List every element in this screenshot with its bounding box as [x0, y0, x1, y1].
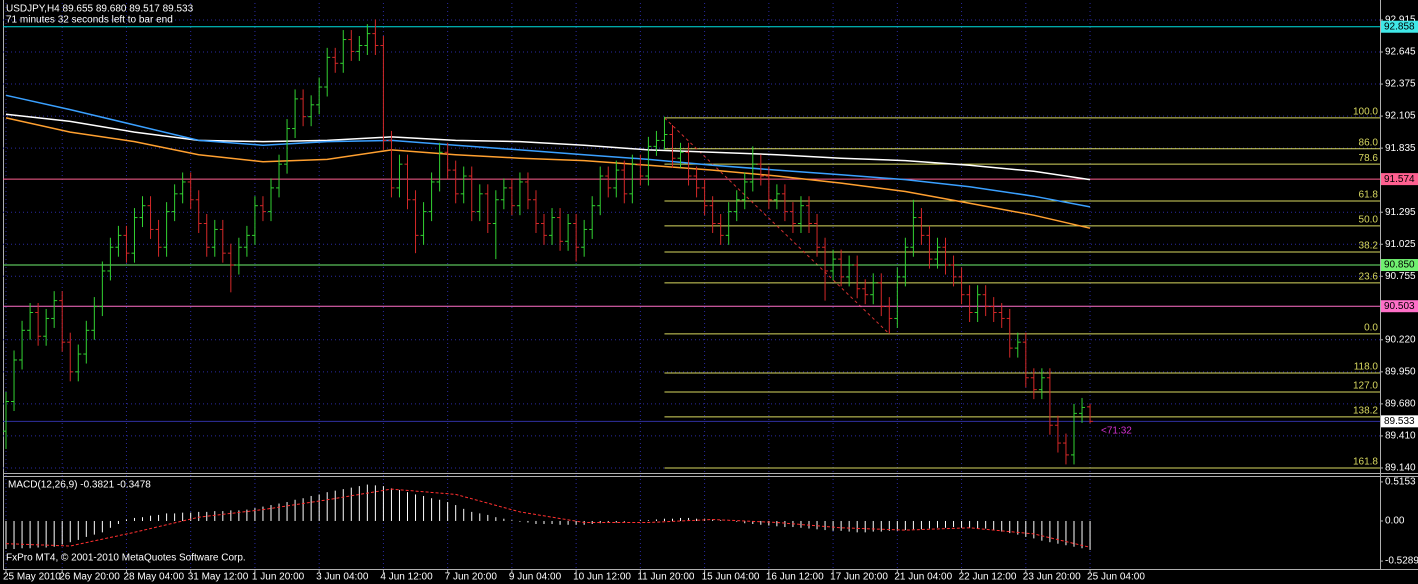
fib-level-label: 100.0: [1353, 107, 1378, 118]
y-tick-label: 92.105: [1385, 111, 1416, 122]
fib-level-label: 23.6: [1359, 271, 1379, 282]
price-label-box: [1381, 259, 1418, 272]
fib-level-label: 138.2: [1353, 406, 1378, 417]
y-tick-label: 90.220: [1385, 334, 1416, 345]
x-tick-label: 25 Jun 04:00: [1087, 572, 1145, 583]
x-tick-label: 15 Jun 04:00: [702, 572, 760, 583]
fib-level-label: 118.0: [1354, 362, 1379, 373]
y-tick-label: 89.680: [1385, 399, 1416, 410]
x-tick-label: 23 Jun 20:00: [1023, 572, 1081, 583]
fib-trendline: [664, 117, 890, 335]
y-tick-label: 89.410: [1385, 431, 1416, 442]
chart-subtitle: 71 minutes 32 seconds left to bar end: [6, 15, 173, 26]
countdown: <71:32: [1101, 426, 1132, 437]
x-tick-label: 11 Jun 20:00: [637, 572, 695, 583]
y-tick-label: -0.5289: [1385, 556, 1418, 567]
price-label: 91.574: [1384, 174, 1415, 185]
price-label: 90.850: [1384, 260, 1415, 271]
y-tick-label: 0.00: [1385, 516, 1405, 527]
indicator-title: MACD(12,26,9) -0.3821 -0.3478: [8, 480, 151, 491]
price-label-box: [1381, 20, 1418, 33]
price-label: 89.533: [1384, 416, 1415, 427]
x-tick-label: 28 May 04:00: [123, 572, 184, 583]
copyright: FxPro MT4, © 2001-2010 MetaQuotes Softwa…: [6, 553, 246, 564]
x-tick-label: 31 May 12:00: [188, 572, 249, 583]
fib-level-label: 0.0: [1364, 323, 1378, 334]
macd-signal: [5, 488, 1091, 548]
y-tick-label: 92.645: [1385, 47, 1416, 58]
x-tick-label: 9 Jun 04:00: [509, 572, 562, 583]
x-tick-label: 25 May 2010: [3, 572, 61, 583]
y-tick-label: 90.755: [1385, 271, 1416, 282]
y-tick-label: 91.295: [1385, 207, 1416, 218]
x-tick-label: 1 Jun 20:00: [252, 572, 305, 583]
y-tick-label: 91.835: [1385, 143, 1416, 154]
fib-level-label: 78.6: [1359, 153, 1379, 164]
moving-average: [5, 113, 1091, 181]
x-tick-label: 16 Jun 12:00: [766, 572, 824, 583]
fib-level-label: 50.0: [1359, 215, 1379, 226]
fib-level-label: 127.0: [1353, 381, 1378, 392]
x-tick-label: 10 Jun 12:00: [573, 572, 631, 583]
x-tick-label: 17 Jun 20:00: [830, 572, 888, 583]
fib-level-label: 86.0: [1359, 137, 1379, 148]
price-label-box: [1381, 415, 1418, 428]
chart-title: USDJPY,H4 89.655 89.680 89.517 89.533: [6, 4, 194, 15]
price-label-box: [1381, 173, 1418, 186]
y-tick-label: 89.950: [1385, 366, 1416, 377]
price-label-box: [1381, 300, 1418, 313]
y-tick-label: 92.375: [1385, 79, 1416, 90]
y-tick-label: 89.140: [1385, 463, 1416, 474]
fib-level-label: 38.2: [1359, 241, 1379, 252]
x-tick-label: 7 Jun 20:00: [445, 572, 498, 583]
x-tick-label: 4 Jun 12:00: [380, 572, 433, 583]
moving-average: [5, 94, 1091, 208]
price-label: 92.858: [1384, 21, 1415, 32]
fib-level-label: 61.8: [1359, 190, 1379, 201]
moving-average: [5, 117, 1091, 229]
x-tick-label: 21 Jun 04:00: [894, 572, 952, 583]
fib-level-label: 161.8: [1353, 457, 1378, 468]
x-tick-label: 22 Jun 12:00: [959, 572, 1017, 583]
x-tick-label: 26 May 20:00: [59, 572, 120, 583]
price-label: 90.503: [1384, 301, 1415, 312]
y-tick-label: 0.5153: [1385, 477, 1416, 488]
y-tick-label: 91.025: [1385, 239, 1416, 250]
y-tick-label: 92.915: [1385, 15, 1416, 26]
x-tick-label: 3 Jun 04:00: [316, 572, 369, 583]
